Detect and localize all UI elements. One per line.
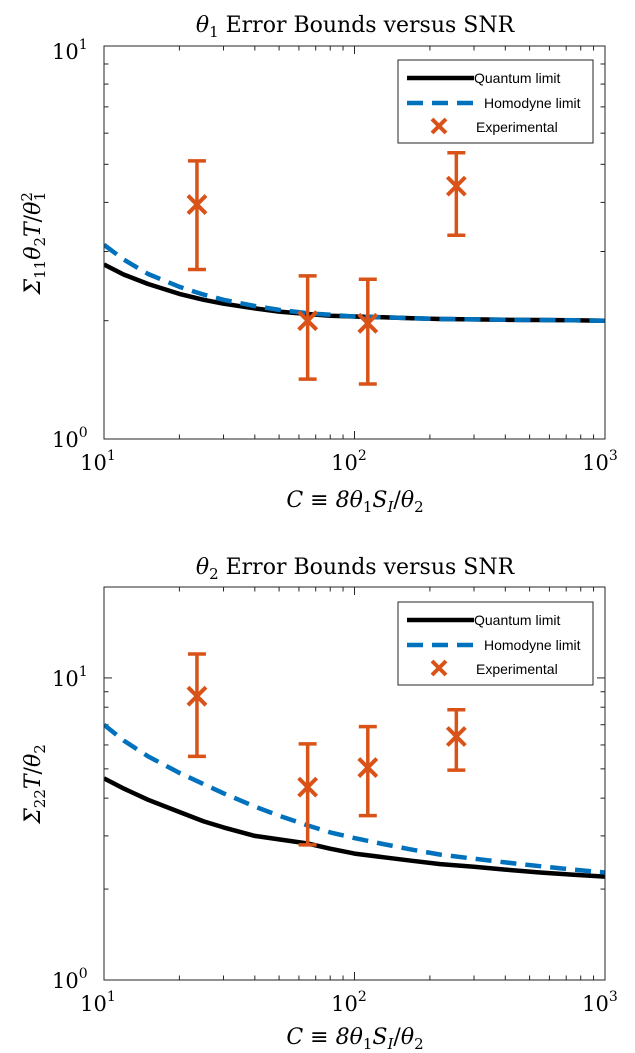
x-axis-label: C ≡ 8θ1SI/θ2	[286, 1025, 423, 1053]
chart-title: θ1 Error Bounds versus SNR	[196, 13, 516, 41]
experimental-point	[445, 707, 467, 772]
y-tick-label: 100	[52, 966, 88, 993]
legend-swatch-experimental	[430, 659, 448, 677]
chart-panel-theta1: θ1 Error Bounds versus SNR 101 100 101 1…	[18, 13, 618, 516]
series-line-homodyne-limit	[104, 722, 605, 875]
legend-label-experimental: Experimental	[476, 119, 558, 135]
legend-label-experimental: Experimental	[476, 661, 558, 677]
legend-label-homodyne-limit: Homodyne limit	[484, 95, 581, 111]
legend: Quantum limit Homodyne limit Experimenta…	[397, 601, 594, 686]
x-tick-label: 103	[582, 989, 618, 1016]
y-axis-label: Σ22T/θ2	[21, 744, 49, 825]
chart-title: θ2 Error Bounds versus SNR	[196, 555, 516, 583]
y-tick-label: 101	[52, 664, 88, 691]
experimental-point	[297, 274, 319, 381]
x-tick-label: 101	[80, 448, 116, 475]
marker-x-stroke	[357, 757, 379, 778]
series-group	[104, 151, 605, 386]
series-line-quantum-limit	[104, 776, 605, 879]
experimental-point	[445, 151, 467, 237]
legend-box	[397, 601, 594, 686]
marker-x-stroke	[445, 175, 467, 197]
legend-label-homodyne-limit: Homodyne limit	[484, 637, 581, 653]
y-tick-label: 101	[52, 37, 88, 64]
marker-x-stroke	[186, 685, 208, 707]
experimental-point	[186, 159, 208, 272]
legend: Quantum limit Homodyne limit Experimenta…	[397, 59, 594, 144]
legend-label-quantum-limit: Quantum limit	[474, 612, 560, 628]
series-line-homodyne-limit	[104, 242, 605, 323]
axes-box	[103, 586, 606, 981]
axes-box	[103, 45, 606, 440]
experimental-point	[186, 652, 208, 759]
plot-area	[103, 46, 605, 440]
y-axis-label: Σ11θ2T/θ21	[18, 192, 49, 296]
series-line-quantum-limit	[104, 262, 605, 323]
experimental-point	[357, 277, 379, 386]
experimental-point	[357, 724, 379, 818]
x-tick-label: 102	[331, 448, 367, 475]
y-tick-label: 100	[52, 425, 88, 452]
legend-swatch-experimental	[430, 117, 448, 135]
legend-box	[397, 59, 594, 144]
series-group	[104, 652, 605, 879]
marker-x-stroke	[297, 310, 319, 332]
legend-label-quantum-limit: Quantum limit	[474, 70, 560, 86]
x-tick-label: 102	[331, 989, 367, 1016]
marker-x-stroke	[186, 194, 208, 215]
chart-panel-theta2: θ2 Error Bounds versus SNR 101 100 101 1…	[21, 555, 618, 1053]
experimental-point	[297, 742, 319, 847]
marker-x-stroke	[445, 726, 467, 747]
x-axis-label: C ≡ 8θ1SI/θ2	[286, 488, 423, 516]
marker-x-stroke	[357, 312, 379, 334]
marker-x-stroke	[297, 776, 319, 798]
x-tick-label: 101	[80, 989, 116, 1016]
x-tick-label: 103	[582, 448, 618, 475]
